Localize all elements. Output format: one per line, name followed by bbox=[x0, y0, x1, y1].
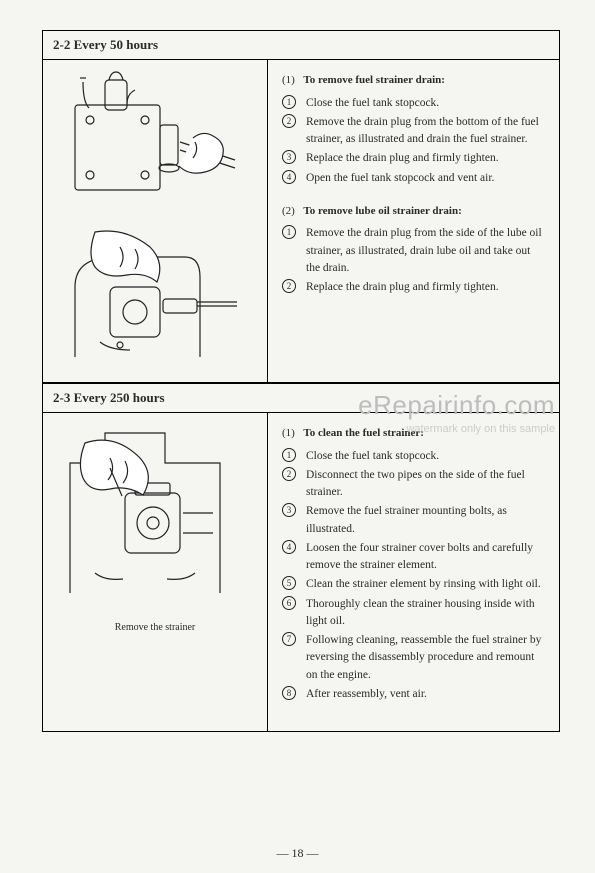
fuel-strainer-drain-illustration bbox=[65, 70, 245, 215]
lube-oil-strainer-illustration bbox=[65, 227, 245, 372]
step-item: 4Loosen the four strainer cover bolts an… bbox=[300, 540, 545, 575]
step-item: 3Remove the fuel strainer mounting bolts… bbox=[300, 503, 545, 538]
step-num-icon: 2 bbox=[282, 114, 296, 128]
page-container: 2-2 Every 50 hours bbox=[0, 0, 595, 873]
step-text: Clean the strainer element by rinsing wi… bbox=[306, 578, 541, 590]
step-item: 1Remove the drain plug from the side of … bbox=[300, 225, 545, 277]
step-item: 2Remove the drain plug from the bottom o… bbox=[300, 114, 545, 149]
block-title-text: To remove lube oil strainer drain: bbox=[303, 205, 461, 217]
block-23-1: (1) To clean the fuel strainer: 1Close t… bbox=[282, 425, 545, 703]
step-text: Remove the drain plug from the side of t… bbox=[306, 227, 542, 274]
section-22-illustrations bbox=[43, 60, 268, 382]
step-text: Open the fuel tank stopcock and vent air… bbox=[306, 172, 494, 184]
step-item: 6Thoroughly clean the strainer housing i… bbox=[300, 596, 545, 631]
step-num-icon: 4 bbox=[282, 170, 296, 184]
block-title-text: To clean the fuel strainer: bbox=[303, 427, 424, 439]
section-23-box: 2-3 Every 250 hours bbox=[42, 383, 560, 732]
step-num-icon: 4 bbox=[282, 540, 296, 554]
step-text: Thoroughly clean the strainer housing in… bbox=[306, 598, 535, 627]
section-22-text: (1) To remove fuel strainer drain: 1Clos… bbox=[268, 60, 559, 382]
step-item: 1Close the fuel tank stopcock. bbox=[300, 95, 545, 112]
step-text: Remove the drain plug from the bottom of… bbox=[306, 116, 539, 145]
step-item: 4Open the fuel tank stopcock and vent ai… bbox=[300, 170, 545, 187]
block-22-1-title: (1) To remove fuel strainer drain: bbox=[282, 72, 545, 89]
block-title-text: To remove fuel strainer drain: bbox=[303, 74, 445, 86]
step-num-icon: 5 bbox=[282, 576, 296, 590]
step-text: Remove the fuel strainer mounting bolts,… bbox=[306, 505, 507, 534]
section-23-text: (1) To clean the fuel strainer: 1Close t… bbox=[268, 413, 559, 731]
step-item: 3Replace the drain plug and firmly tight… bbox=[300, 150, 545, 167]
step-num-icon: 2 bbox=[282, 279, 296, 293]
clean-fuel-strainer-illustration bbox=[65, 423, 245, 608]
step-text: After reassembly, vent air. bbox=[306, 688, 427, 700]
illustration-caption: Remove the strainer bbox=[115, 622, 196, 633]
step-num-icon: 8 bbox=[282, 686, 296, 700]
block-idx: (2) bbox=[282, 205, 295, 217]
block-22-2-steps: 1 Remove the drain plug from the side of … bbox=[282, 225, 545, 296]
section-22-header: 2-2 Every 50 hours bbox=[43, 31, 559, 60]
step-num-icon: 2 bbox=[282, 467, 296, 481]
step-item: 8After reassembly, vent air. bbox=[300, 686, 545, 703]
section-22-box: 2-2 Every 50 hours bbox=[42, 30, 560, 383]
step-item: 1Close the fuel tank stopcock. bbox=[300, 448, 545, 465]
section-23-illustrations: Remove the strainer bbox=[43, 413, 268, 731]
step-num-icon: 6 bbox=[282, 596, 296, 610]
step-text: Loosen the four strainer cover bolts and… bbox=[306, 542, 533, 571]
step-num-icon: 3 bbox=[282, 503, 296, 517]
step-text: Disconnect the two pipes on the side of … bbox=[306, 469, 525, 498]
section-22-body: (1) To remove fuel strainer drain: 1Clos… bbox=[43, 60, 559, 382]
block-idx: (1) bbox=[282, 427, 295, 439]
step-num-icon: 7 bbox=[282, 632, 296, 646]
page-number: — 18 — bbox=[0, 846, 595, 861]
step-num-icon: 1 bbox=[282, 225, 296, 239]
step-item: 2Replace the drain plug and firmly tight… bbox=[300, 279, 545, 296]
block-22-2-title: (2) To remove lube oil strainer drain: bbox=[282, 203, 545, 220]
step-num-icon: 1 bbox=[282, 95, 296, 109]
block-22-1: (1) To remove fuel strainer drain: 1Clos… bbox=[282, 72, 545, 187]
block-22-2: (2) To remove lube oil strainer drain: 1… bbox=[282, 203, 545, 297]
block-23-1-title: (1) To clean the fuel strainer: bbox=[282, 425, 545, 442]
step-text: Close the fuel tank stopcock. bbox=[306, 97, 439, 109]
step-item: 5Clean the strainer element by rinsing w… bbox=[300, 576, 545, 593]
block-idx: (1) bbox=[282, 74, 295, 86]
step-text: Close the fuel tank stopcock. bbox=[306, 450, 439, 462]
block-22-1-steps: 1Close the fuel tank stopcock. 2Remove t… bbox=[282, 95, 545, 187]
step-text: Replace the drain plug and firmly tighte… bbox=[306, 152, 499, 164]
section-23-header: 2-3 Every 250 hours bbox=[43, 383, 559, 413]
step-text: Replace the drain plug and firmly tighte… bbox=[306, 281, 499, 293]
step-num-icon: 1 bbox=[282, 448, 296, 462]
step-text: Following cleaning, reassemble the fuel … bbox=[306, 634, 541, 681]
step-item: 2Disconnect the two pipes on the side of… bbox=[300, 467, 545, 502]
section-23-body: Remove the strainer (1) To clean the fue… bbox=[43, 413, 559, 731]
step-item: 7Following cleaning, reassemble the fuel… bbox=[300, 632, 545, 684]
step-num-icon: 3 bbox=[282, 150, 296, 164]
block-23-1-steps: 1Close the fuel tank stopcock. 2Disconne… bbox=[282, 448, 545, 704]
